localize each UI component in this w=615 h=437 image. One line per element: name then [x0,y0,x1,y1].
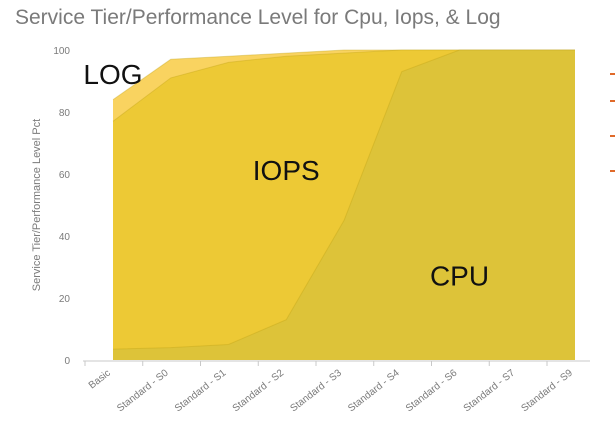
x-tick-label: Standard - S0 [115,367,171,414]
right-edge-marks [610,73,615,172]
plot-area [112,49,575,360]
annotation-log: LOG [83,59,142,90]
x-tick-label: Standard - S6 [404,367,460,414]
edge-mark [610,100,615,102]
edge-mark [610,170,615,172]
x-tick-label: Standard - S7 [462,367,518,414]
chart-title: Service Tier/Performance Level for Cpu, … [15,6,501,29]
x-tick-label: Standard - S1 [173,367,229,414]
edge-mark [610,73,615,75]
y-tick-label: 60 [59,170,71,181]
y-tick-label: 80 [59,108,71,119]
x-tick-label: Standard - S4 [346,367,402,414]
y-axis: Service Tier/Performance Level Pct 0 20 40… [31,46,70,367]
edge-mark [610,135,615,137]
annotation-cpu: CPU [430,261,489,292]
series-area-cpu [113,50,575,360]
series-line-cpu [112,49,575,350]
y-tick-label: 40 [59,232,71,243]
x-tick-label: Standard - S3 [288,367,344,414]
y-tick-label: 100 [53,46,70,57]
y-tick-label: 0 [64,356,70,367]
y-tick-label: 20 [59,294,71,305]
x-tick-label: Standard - S9 [519,367,575,414]
y-axis-title: Service Tier/Performance Level Pct [31,119,43,291]
x-tick-label: Basic [87,368,113,392]
annotation-iops: IOPS [253,155,320,186]
annotations: LOG IOPS CPU [83,59,489,292]
x-tick-label: Standard - S2 [231,367,287,414]
x-axis: Basic Standard - S0 Standard - S1 Standard … [84,361,575,414]
